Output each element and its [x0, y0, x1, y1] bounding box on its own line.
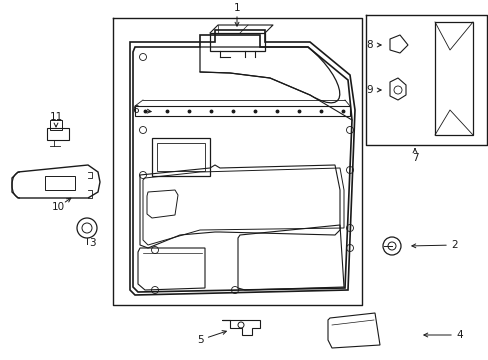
- Text: 1: 1: [233, 3, 240, 13]
- Text: 5: 5: [196, 335, 203, 345]
- Bar: [135, 106, 349, 116]
- Bar: [157, 143, 204, 171]
- Bar: [45, 176, 75, 190]
- Text: 8: 8: [366, 40, 372, 50]
- Bar: [209, 33, 264, 51]
- Text: 11: 11: [49, 112, 62, 122]
- Bar: [50, 120, 62, 130]
- Text: 7: 7: [411, 153, 417, 163]
- Text: 6: 6: [132, 105, 139, 115]
- Bar: [47, 128, 69, 140]
- Text: 9: 9: [366, 85, 372, 95]
- Bar: [152, 138, 209, 176]
- Text: 2: 2: [451, 240, 457, 250]
- Text: 10: 10: [51, 202, 64, 212]
- Text: 3: 3: [88, 238, 95, 248]
- Text: 4: 4: [456, 330, 462, 340]
